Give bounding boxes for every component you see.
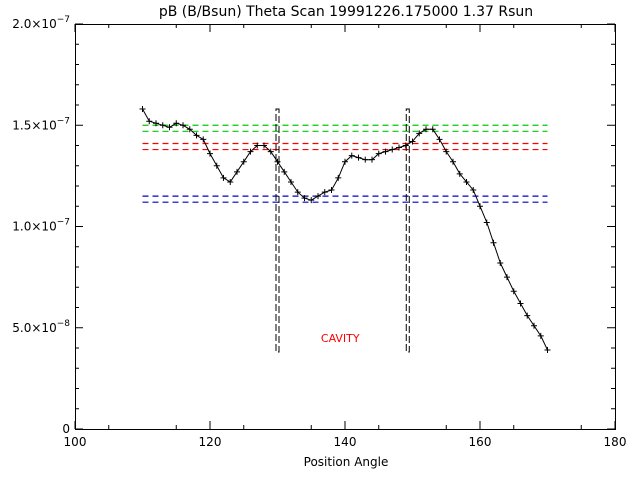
data-point-55 <box>510 288 517 295</box>
data-point-5 <box>173 120 180 127</box>
data-point-38 <box>396 144 402 151</box>
data-point-10 <box>207 150 213 157</box>
x-tick-label-1: 120 <box>199 435 222 449</box>
y-tick-label-0: 0 <box>62 422 70 436</box>
y-axis: 0 5.0×10−8 1.0×10−7 1.5×10−7 2.0×10−7 <box>12 15 615 436</box>
data-point-15 <box>240 158 247 165</box>
x-tick-label-0: 100 <box>64 435 87 449</box>
data-point-27 <box>321 189 328 196</box>
data-point-54 <box>504 274 510 281</box>
x-tick-label-4: 180 <box>604 435 627 449</box>
data-point-42 <box>423 126 429 133</box>
data-point-13 <box>227 178 234 185</box>
data-point-1 <box>146 118 153 125</box>
data-point-34 <box>369 156 375 163</box>
data-point-20 <box>274 158 281 165</box>
data-point-24 <box>301 195 308 202</box>
data-point-0 <box>139 106 146 113</box>
x-tick-label-3: 160 <box>469 435 492 449</box>
data-point-23 <box>294 189 301 196</box>
data-point-18 <box>261 142 267 149</box>
data-point-49 <box>470 187 477 194</box>
data-point-46 <box>450 158 456 165</box>
data-point-26 <box>315 193 321 200</box>
cavity-bounds <box>275 108 410 353</box>
data-point-41 <box>416 130 423 137</box>
data-point-25 <box>308 197 315 204</box>
data-point-43 <box>429 126 436 133</box>
y-tick-label-1: 5.0×10−8 <box>12 319 70 335</box>
x-axis: 100 120 140 160 180 <box>64 24 627 449</box>
data-point-16 <box>247 148 254 155</box>
data-point-40 <box>409 138 416 145</box>
data-point-44 <box>436 136 443 143</box>
data-point-12 <box>220 174 227 181</box>
data-point-14 <box>234 168 240 175</box>
data-point-28 <box>328 187 335 194</box>
data-point-57 <box>524 312 531 319</box>
data-point-51 <box>483 219 490 226</box>
data-point-47 <box>456 170 463 177</box>
data-point-32 <box>355 154 362 161</box>
data-point-60 <box>544 347 551 354</box>
data-point-17 <box>254 142 261 149</box>
data-point-31 <box>348 152 355 159</box>
data-point-3 <box>159 122 166 129</box>
y-tick-label-3: 1.5×10−7 <box>12 116 70 132</box>
data-point-19 <box>267 148 274 155</box>
data-point-52 <box>490 239 497 246</box>
data-point-39 <box>402 142 409 149</box>
data-point-33 <box>362 156 369 163</box>
data-point-7 <box>186 126 193 133</box>
data-point-35 <box>375 150 382 157</box>
chart-title: pB (B/Bsun) Theta Scan 19991226.175000 1… <box>159 4 533 20</box>
data-point-30 <box>342 158 348 165</box>
data-point-22 <box>288 178 294 185</box>
x-tick-label-2: 140 <box>334 435 357 449</box>
data-point-29 <box>335 174 342 181</box>
y-tick-label-2: 1.0×10−7 <box>12 218 70 234</box>
cavity-bound-1 <box>405 108 410 353</box>
data-point-6 <box>180 122 186 129</box>
data-point-59 <box>537 332 544 339</box>
data-point-56 <box>517 300 524 307</box>
x-axis-label: Position Angle <box>304 455 389 469</box>
data-point-11 <box>213 162 220 169</box>
data-point-48 <box>463 178 470 185</box>
data-point-21 <box>281 168 288 175</box>
data-point-53 <box>497 259 504 266</box>
y-tick-label-4: 2.0×10−7 <box>12 15 70 31</box>
data-point-8 <box>193 132 200 139</box>
data-point-9 <box>200 136 207 143</box>
data-point-50 <box>477 203 483 210</box>
annotation-0: CAVITY <box>321 332 360 345</box>
annotations: CAVITY <box>321 332 360 345</box>
data-point-45 <box>443 148 450 155</box>
data-point-4 <box>166 124 173 131</box>
cavity-bound-0 <box>275 108 280 353</box>
data-series <box>139 106 551 354</box>
data-point-2 <box>153 120 159 127</box>
data-point-36 <box>382 148 389 155</box>
reference-lines <box>142 124 548 203</box>
data-point-37 <box>389 146 396 153</box>
data-point-58 <box>531 322 537 329</box>
